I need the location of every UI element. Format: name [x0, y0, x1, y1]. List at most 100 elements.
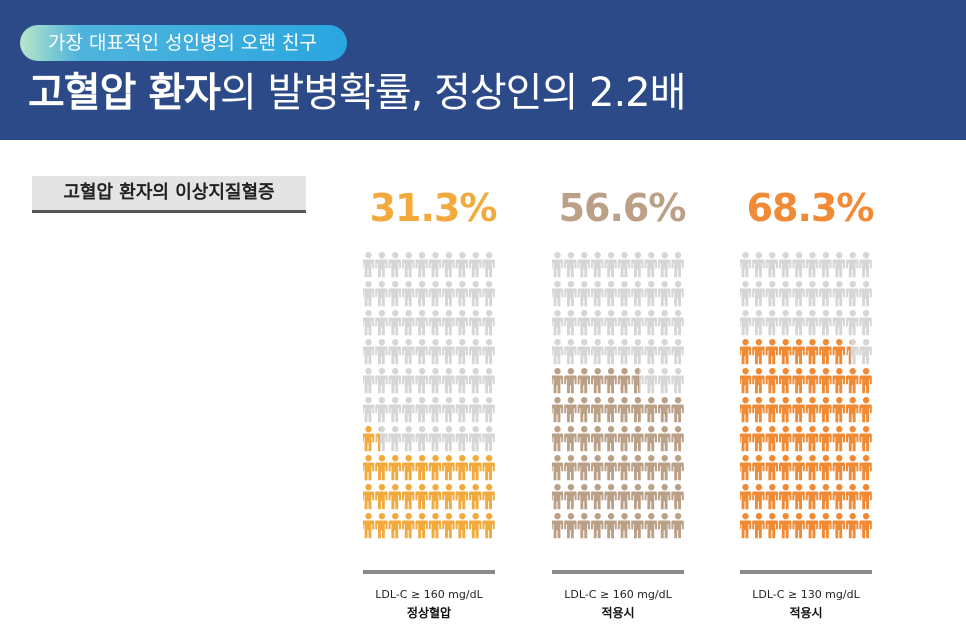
person-icon	[819, 455, 832, 481]
person-icon	[455, 368, 468, 394]
person-icon	[482, 252, 495, 278]
person-icon	[442, 252, 455, 278]
header-tag: 가장 대표적인 성인병의 오랜 친구	[20, 25, 347, 61]
person-icon	[415, 397, 428, 423]
person-icon	[375, 484, 388, 510]
person-icon	[564, 252, 577, 278]
person-icon	[402, 484, 415, 510]
person-icon	[552, 281, 564, 307]
condition-label: LDL-C ≥ 130 mg/dL	[752, 588, 860, 601]
person-icon	[792, 310, 805, 336]
person-icon	[832, 281, 845, 307]
person-icon	[658, 513, 671, 539]
person-icon	[388, 281, 401, 307]
person-icon	[671, 368, 684, 394]
person-icon	[765, 310, 778, 336]
person-icon	[740, 397, 752, 423]
person-icon	[604, 281, 617, 307]
person-icon	[779, 252, 792, 278]
person-icon	[455, 397, 468, 423]
person-icon	[388, 339, 401, 365]
person-icon	[564, 281, 577, 307]
person-icon	[765, 513, 778, 539]
person-icon	[740, 455, 752, 481]
person-icon	[631, 397, 644, 423]
person-icon	[832, 484, 845, 510]
person-icon	[819, 310, 832, 336]
person-icon	[859, 455, 872, 481]
person-icon-partial	[376, 426, 380, 452]
person-icon	[552, 368, 564, 394]
condition-note: 정상혈압	[406, 606, 452, 620]
person-icon	[375, 455, 388, 481]
person-icon	[792, 368, 805, 394]
person-icon-partial	[632, 368, 640, 394]
person-icon	[779, 426, 792, 452]
person-icon	[740, 484, 752, 510]
person-icon	[765, 455, 778, 481]
person-icon	[859, 368, 872, 394]
person-icon	[792, 339, 805, 365]
person-icon	[859, 339, 872, 365]
person-icon	[846, 281, 859, 307]
person-icon	[442, 310, 455, 336]
pictogram-grid	[363, 252, 495, 539]
person-icon	[658, 426, 671, 452]
person-icon	[779, 397, 792, 423]
person-icon	[428, 484, 442, 510]
person-icon	[388, 368, 401, 394]
person-icon	[428, 455, 442, 481]
person-icon	[658, 281, 671, 307]
person-icon	[455, 339, 468, 365]
person-icon	[363, 310, 375, 336]
baseline-rule	[740, 570, 872, 574]
person-icon	[752, 484, 765, 510]
person-icon	[402, 339, 415, 365]
person-icon	[752, 310, 765, 336]
person-icon	[468, 368, 482, 394]
person-icon	[846, 368, 859, 394]
person-icon	[363, 339, 375, 365]
person-icon	[402, 281, 415, 307]
person-icon	[752, 281, 765, 307]
person-icon	[455, 252, 468, 278]
person-icon	[591, 397, 604, 423]
person-icon	[832, 426, 845, 452]
person-icon	[375, 513, 388, 539]
person-icon	[428, 513, 442, 539]
person-icon	[375, 310, 388, 336]
person-icon	[428, 397, 442, 423]
person-icon	[832, 339, 845, 365]
person-icon	[792, 252, 805, 278]
person-icon	[402, 513, 415, 539]
person-icon	[671, 426, 684, 452]
pictogram-grid	[552, 252, 684, 539]
person-icon	[455, 455, 468, 481]
person-icon	[846, 252, 859, 278]
percent-label: 68.3%	[746, 186, 875, 230]
person-icon	[415, 484, 428, 510]
person-icon	[740, 426, 752, 452]
person-icon	[859, 426, 872, 452]
condition-note: 적용시	[789, 606, 823, 620]
person-icon	[805, 252, 819, 278]
person-icon	[671, 339, 684, 365]
person-icon	[765, 368, 778, 394]
person-icon	[832, 310, 845, 336]
person-icon	[468, 426, 482, 452]
person-icon	[442, 455, 455, 481]
person-icon	[644, 368, 657, 394]
person-icon	[363, 484, 375, 510]
person-icon	[577, 339, 590, 365]
person-icon	[552, 339, 564, 365]
person-icon	[604, 484, 617, 510]
person-icon	[482, 339, 495, 365]
person-icon	[415, 281, 428, 307]
person-icon	[658, 484, 671, 510]
person-icon	[442, 426, 455, 452]
person-icon	[402, 397, 415, 423]
person-icon	[388, 513, 401, 539]
person-icon	[658, 252, 671, 278]
person-icon	[752, 252, 765, 278]
person-icon	[591, 513, 604, 539]
